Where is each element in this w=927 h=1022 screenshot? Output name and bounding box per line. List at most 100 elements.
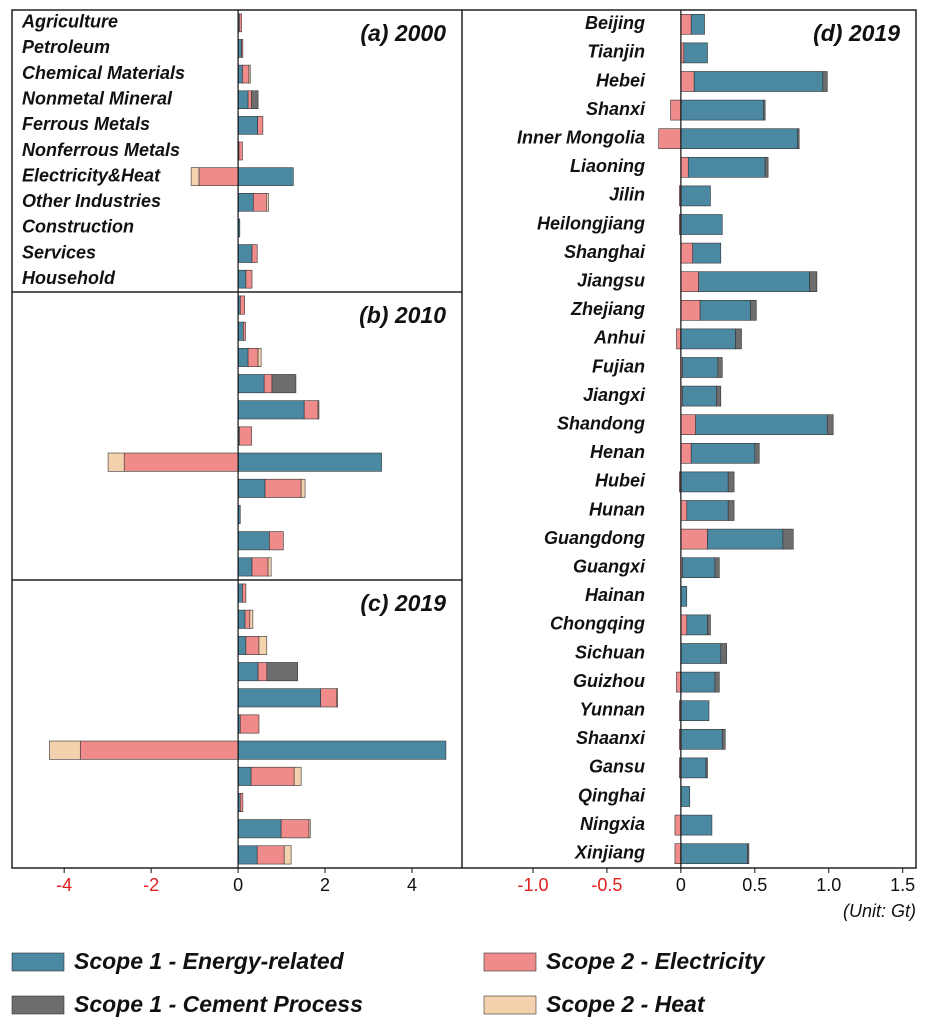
bar-segment bbox=[690, 442, 756, 464]
category-label: Anhui bbox=[593, 328, 646, 348]
bar-segment bbox=[797, 128, 800, 150]
bar-segment bbox=[670, 99, 682, 121]
x-tick-label: -4 bbox=[56, 875, 72, 895]
category-label: Electricity&Heat bbox=[22, 165, 161, 185]
category-label: Tianjin bbox=[587, 42, 645, 62]
category-label: Shandong bbox=[557, 413, 645, 433]
bar-segment bbox=[680, 299, 701, 321]
bar-segment bbox=[674, 843, 682, 865]
category-label: Agriculture bbox=[21, 12, 118, 32]
bar-segment bbox=[680, 328, 736, 350]
bar-segment bbox=[107, 452, 125, 472]
legend-swatch bbox=[11, 995, 65, 1015]
bar-segment bbox=[676, 671, 682, 693]
category-label: Chongqing bbox=[550, 614, 645, 634]
bar-segment bbox=[764, 156, 769, 178]
bar-segment bbox=[735, 328, 742, 350]
bar-segment bbox=[241, 39, 244, 58]
bar-segment bbox=[720, 643, 728, 664]
bar-segment bbox=[680, 185, 711, 207]
category-label: Nonferrous Metals bbox=[22, 140, 180, 160]
bar-segment bbox=[308, 819, 311, 839]
category-label: Shaanxi bbox=[576, 728, 646, 748]
bar-segment bbox=[320, 688, 338, 708]
bar-segment bbox=[237, 193, 254, 212]
bar-segment bbox=[256, 845, 285, 865]
bar-segment bbox=[750, 299, 757, 321]
x-tick-label: 0 bbox=[233, 875, 243, 895]
bar-segment bbox=[826, 414, 834, 436]
bar-segment bbox=[687, 156, 766, 178]
bar-segment bbox=[707, 614, 711, 636]
bar-segment bbox=[680, 528, 708, 550]
bar-segment bbox=[237, 244, 253, 263]
bar-segment bbox=[249, 609, 254, 629]
category-label: Jilin bbox=[609, 185, 645, 205]
bar-segment bbox=[658, 128, 682, 150]
bar-segment bbox=[239, 295, 245, 315]
bar-segment bbox=[247, 347, 259, 367]
bar-segment bbox=[237, 478, 266, 498]
bar-segment bbox=[283, 845, 292, 865]
bar-segment bbox=[680, 242, 693, 264]
bar-segment bbox=[237, 452, 382, 472]
x-tick-label: 1.5 bbox=[890, 875, 915, 895]
bar-segment bbox=[251, 557, 269, 577]
frame bbox=[11, 9, 917, 869]
x-tick-label: 0.5 bbox=[742, 875, 767, 895]
bar-segment bbox=[257, 347, 262, 367]
bar-segment bbox=[237, 583, 243, 603]
bar-segment bbox=[680, 700, 710, 722]
panel-title: (a) 2000 bbox=[360, 20, 446, 46]
bar-segment bbox=[692, 242, 722, 264]
bar-segment bbox=[695, 414, 828, 436]
bar-segment bbox=[680, 643, 722, 664]
bar-segment bbox=[237, 766, 252, 786]
bar-segment bbox=[680, 671, 716, 693]
bar-segment bbox=[721, 728, 726, 750]
bar-segment bbox=[242, 64, 250, 84]
x-tick-label: 2 bbox=[320, 875, 330, 895]
legend-label: Scope 1 - Energy-related bbox=[74, 948, 345, 974]
bar-segment bbox=[680, 728, 723, 750]
bar-segment bbox=[239, 426, 252, 446]
bar-segment bbox=[680, 757, 707, 779]
bar-segment bbox=[237, 400, 305, 420]
bar-segment bbox=[237, 90, 249, 110]
bar-segment bbox=[680, 71, 695, 92]
bar-segment bbox=[683, 42, 708, 64]
legend-label: Scope 1 - Cement Process bbox=[74, 991, 363, 1017]
bar-segment bbox=[680, 843, 748, 865]
bar-segment bbox=[682, 385, 717, 407]
bar-segment bbox=[243, 321, 246, 341]
bar-segment bbox=[716, 385, 722, 407]
category-label: Beijing bbox=[585, 13, 645, 33]
category-label: Other Industries bbox=[22, 191, 161, 211]
bar-segment bbox=[237, 845, 258, 865]
bar-segment bbox=[269, 531, 284, 551]
legend-swatch bbox=[11, 952, 65, 972]
bar-segment bbox=[190, 167, 200, 186]
unit-label: (Unit: Gt) bbox=[843, 901, 916, 921]
category-label: Yunnan bbox=[580, 699, 645, 719]
bar-segment bbox=[690, 13, 705, 35]
category-label: Household bbox=[22, 268, 116, 288]
category-label: Xinjiang bbox=[574, 842, 645, 862]
x-tick-label: -1.0 bbox=[517, 875, 548, 895]
bar-segment bbox=[707, 528, 784, 550]
category-label: Henan bbox=[590, 442, 645, 462]
category-label: Guangxi bbox=[573, 556, 646, 576]
bar-segment bbox=[317, 400, 320, 420]
category-label: Guizhou bbox=[573, 671, 645, 691]
bar-segment bbox=[237, 662, 259, 682]
bar-segment bbox=[244, 609, 251, 629]
bar-segment bbox=[714, 671, 720, 693]
category-label: Chemical Materials bbox=[22, 63, 185, 83]
bar-segment bbox=[754, 442, 760, 464]
bar-segment bbox=[238, 141, 243, 161]
bar-segment bbox=[680, 786, 691, 807]
bar-segment bbox=[727, 500, 735, 521]
x-tick-label: 0 bbox=[676, 875, 686, 895]
bar-segment bbox=[717, 357, 723, 378]
